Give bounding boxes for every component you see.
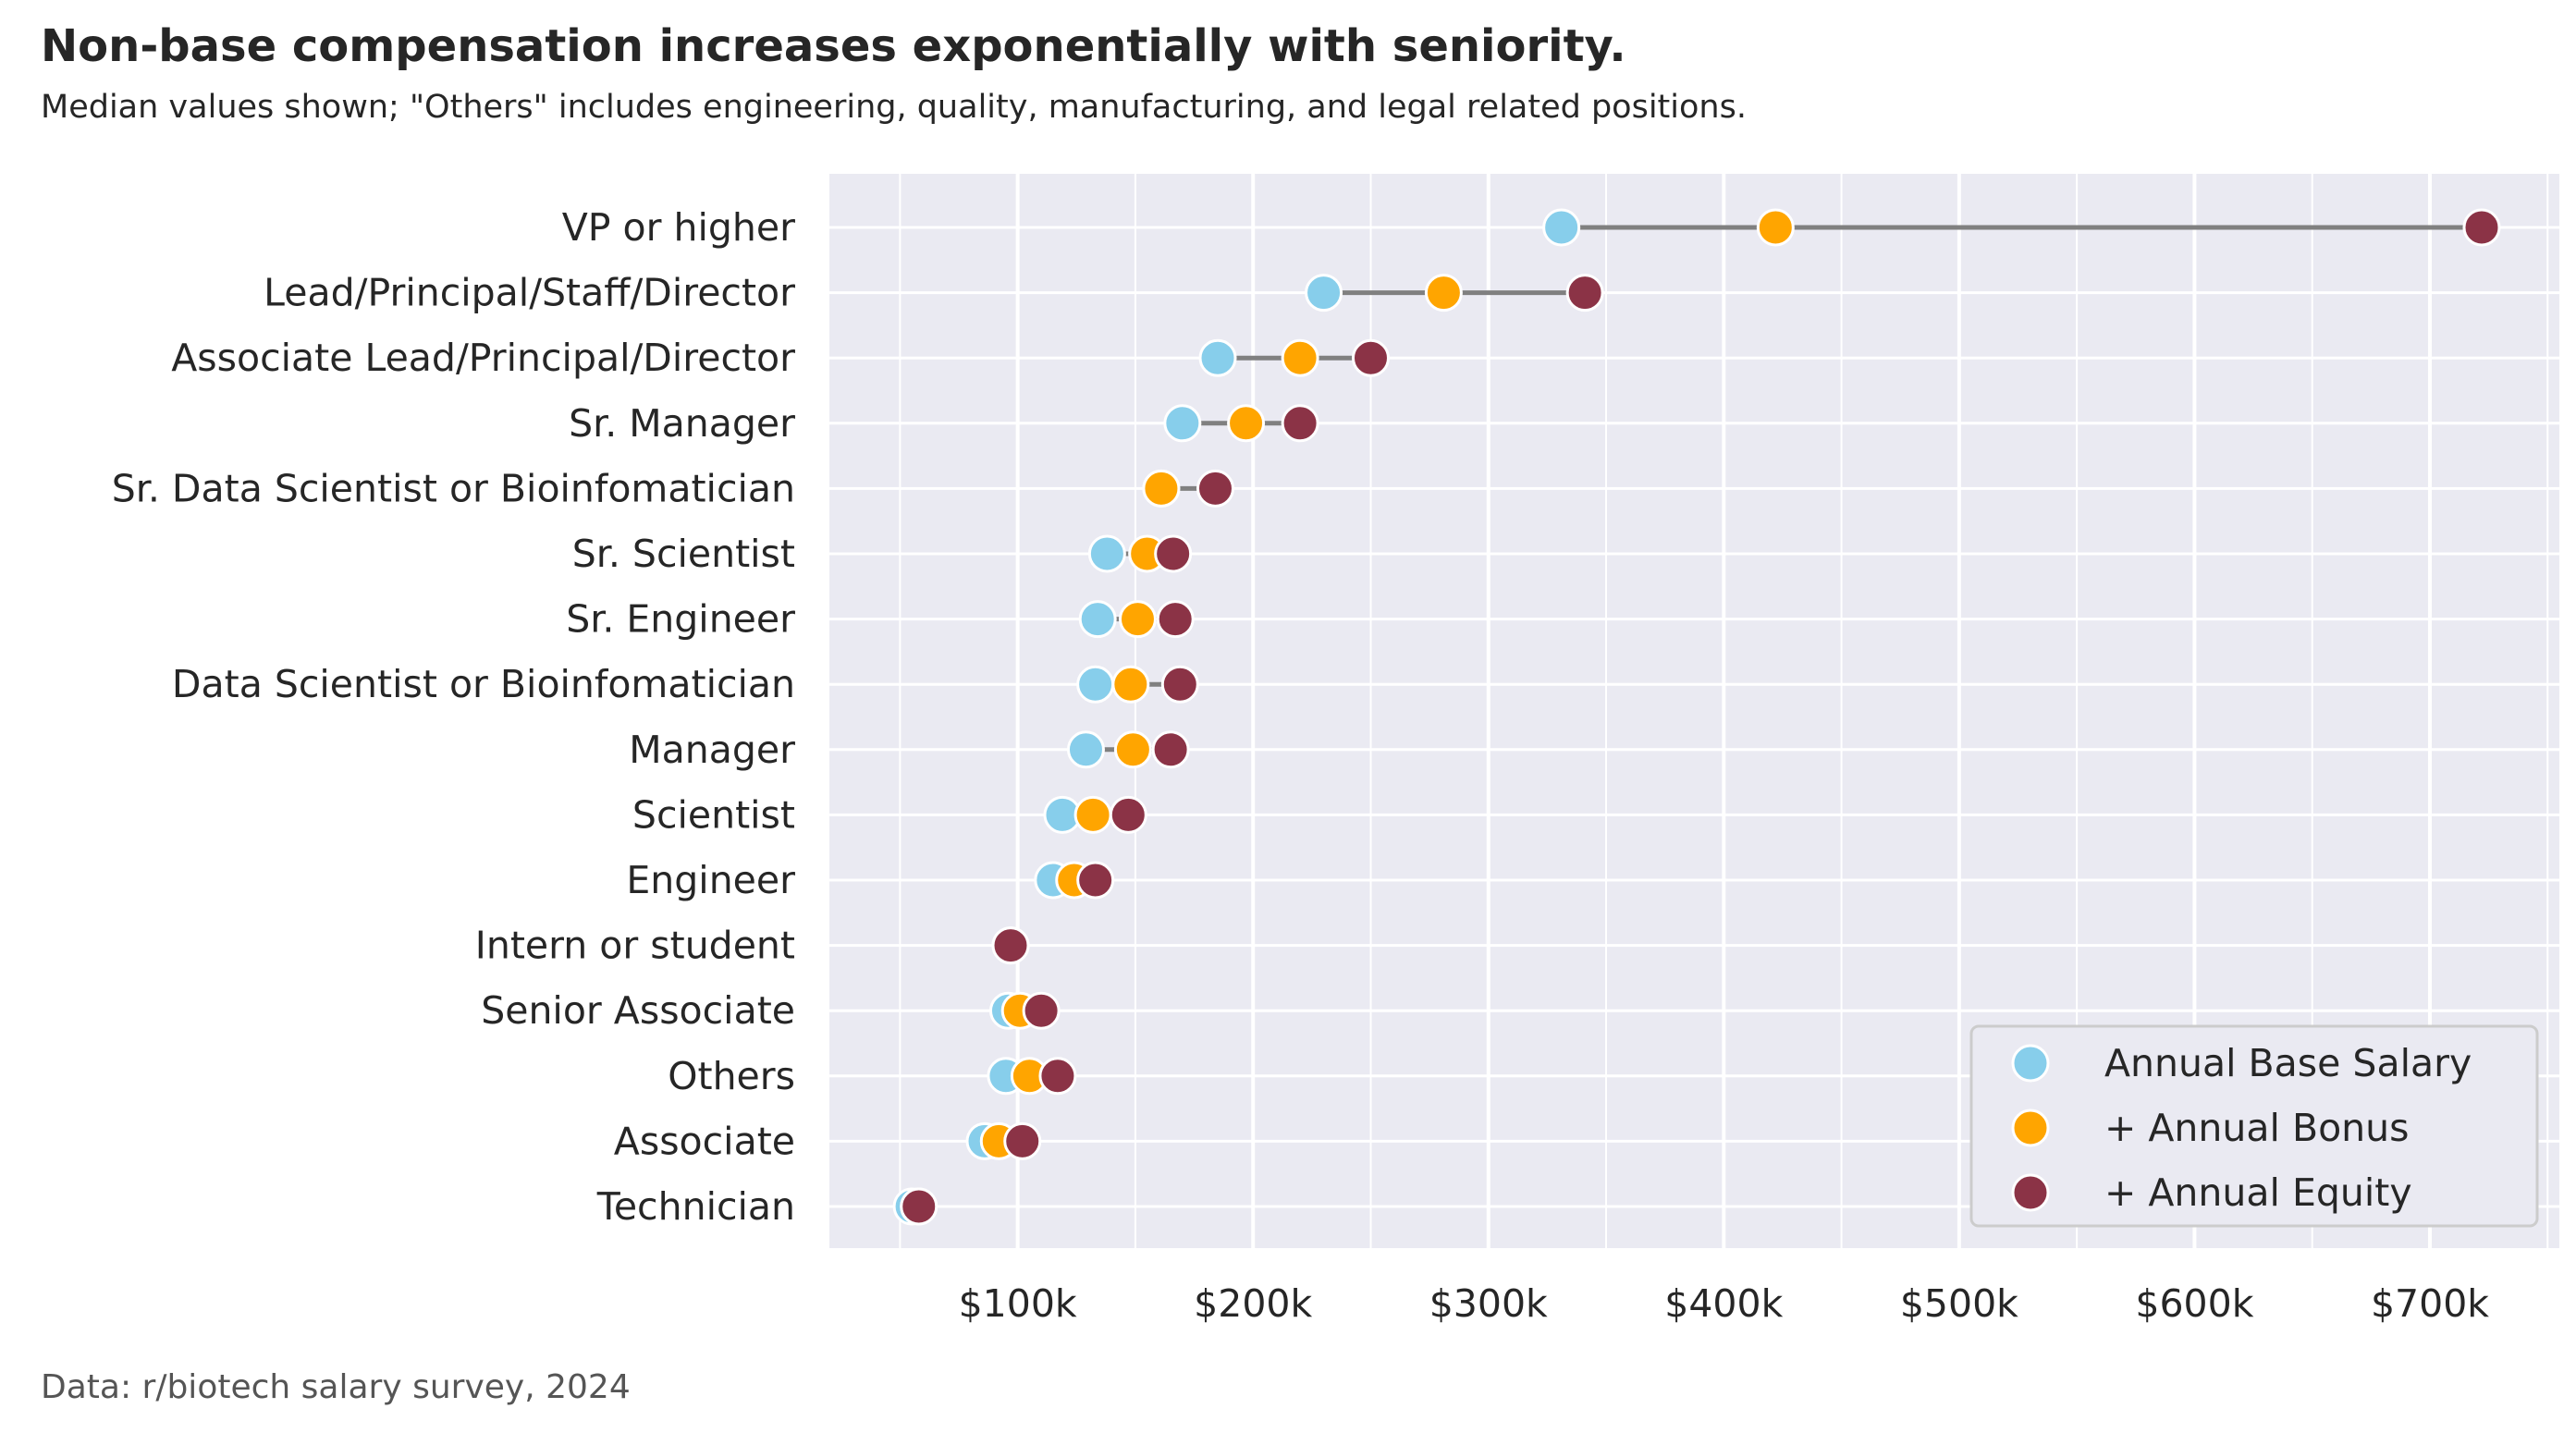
y-tick-label: Lead/Principal/Staff/Director [264, 271, 795, 315]
point-1 [1227, 404, 1266, 443]
legend-marker [2011, 1044, 2050, 1083]
point-2 [1038, 1057, 1077, 1096]
x-tick-label: $600k [2135, 1281, 2253, 1326]
chart-subtitle: Median values shown; "Others" includes e… [41, 89, 1747, 126]
point-0 [1198, 338, 1237, 377]
legend: Annual Base Salary + Annual Bonus + Annual… [1969, 1024, 2539, 1228]
point-0 [1087, 534, 1126, 573]
point-2 [2462, 208, 2501, 247]
y-tick-label: Manager [629, 728, 795, 772]
y-tick-label: Technician [596, 1184, 795, 1229]
y-tick-label: Sr. Engineer [566, 597, 795, 642]
point-0 [1066, 730, 1105, 769]
chart-title: Non-base compensation increases exponent… [41, 20, 1626, 72]
point-1 [1118, 600, 1157, 639]
point-1 [1424, 274, 1463, 312]
y-tick-label: Associate [614, 1119, 795, 1163]
y-tick-label: Associate Lead/Principal/Director [171, 336, 795, 380]
legend-label: + Annual Bonus [2104, 1106, 2409, 1150]
point-2 [1565, 274, 1604, 312]
point-1 [1756, 208, 1795, 247]
chart-caption: Data: r/biotech salary survey, 2024 [41, 1368, 631, 1406]
x-tick-label: $500k [1900, 1281, 2018, 1326]
x-tick-label: $200k [1194, 1281, 1312, 1326]
point-0 [1305, 274, 1343, 312]
point-2 [1154, 534, 1193, 573]
legend-marker [2011, 1108, 2050, 1147]
x-tick-label: $100k [959, 1281, 1077, 1326]
y-tick-label: Others [668, 1054, 795, 1098]
point-2 [1109, 795, 1147, 834]
point-2 [1003, 1121, 1042, 1160]
point-2 [1156, 600, 1195, 639]
point-1 [1111, 665, 1150, 704]
point-2 [900, 1187, 938, 1226]
legend-marker [2011, 1173, 2050, 1212]
y-tick-label: Intern or student [475, 924, 795, 968]
point-1 [1142, 469, 1181, 508]
point-2 [1076, 861, 1115, 900]
point-2 [1196, 469, 1234, 508]
y-tick-label: Sr. Scientist [572, 532, 795, 576]
point-2 [1351, 338, 1390, 377]
y-tick-label: Senior Associate [481, 988, 795, 1033]
y-tick-label: Engineer [626, 858, 795, 902]
point-1 [1281, 338, 1319, 377]
legend-label: + Annual Equity [2104, 1170, 2412, 1215]
point-2 [1160, 665, 1199, 704]
point-2 [1151, 730, 1190, 769]
point-2 [1022, 991, 1061, 1030]
point-0 [1078, 600, 1117, 639]
x-tick-label: $400k [1664, 1281, 1783, 1326]
x-tick-label: $300k [1429, 1281, 1548, 1326]
x-tick-label: $700k [2371, 1281, 2489, 1326]
y-tick-label: Data Scientist or Bioinfomatician [172, 662, 795, 706]
y-tick-label: Sr. Data Scientist or Bioinfomatician [112, 466, 795, 510]
y-tick-label: VP or higher [562, 205, 795, 250]
point-1 [1113, 730, 1152, 769]
point-0 [1076, 665, 1115, 704]
point-2 [1281, 404, 1319, 443]
point-1 [1073, 795, 1112, 834]
point-2 [991, 926, 1030, 965]
y-tick-label: Sr. Manager [569, 401, 795, 446]
y-axis-labels: VP or higher Lead/Principal/Staff/Directo… [112, 205, 795, 1229]
data-points [892, 208, 2501, 1226]
y-tick-label: Scientist [632, 792, 795, 837]
legend-box [1969, 1024, 2539, 1228]
point-0 [1542, 208, 1581, 247]
point-0 [1163, 404, 1202, 443]
legend-label: Annual Base Salary [2104, 1041, 2472, 1085]
x-axis-labels: $100k $200k $300k $400k $500k $600k $700k [959, 1281, 2490, 1326]
